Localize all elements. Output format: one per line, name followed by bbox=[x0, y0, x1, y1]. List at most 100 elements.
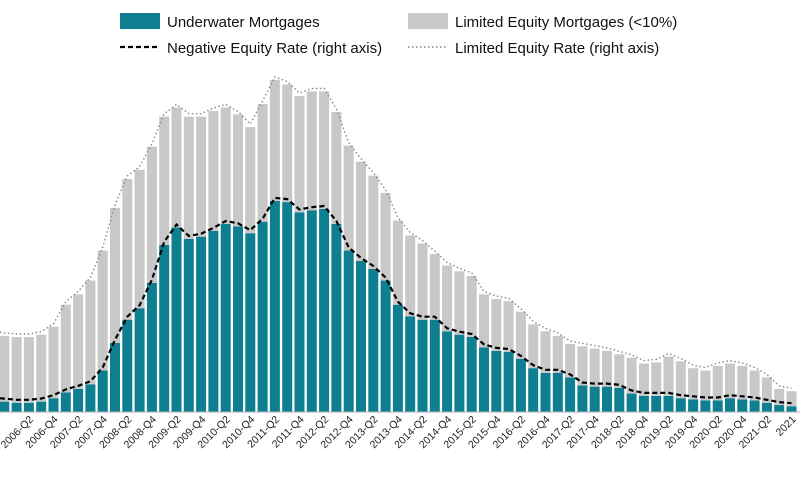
bar-underwater-2013-Q4 bbox=[392, 304, 403, 412]
bar-limited-equity-2006-Q3 bbox=[36, 334, 47, 402]
bar-limited-equity-2015-Q1 bbox=[454, 271, 465, 335]
bar-underwater-2013-Q3 bbox=[380, 280, 391, 412]
bar-limited-equity-2012-Q1 bbox=[306, 91, 317, 211]
bar-underwater-2010-Q4 bbox=[245, 233, 256, 412]
legend-swatch-limited-equity bbox=[408, 13, 448, 29]
bar-underwater-2013-Q1 bbox=[356, 260, 366, 412]
bar-underwater-2015-Q4 bbox=[491, 350, 502, 412]
bar-limited-equity-2010-Q2 bbox=[220, 107, 231, 224]
bar-limited-equity-2017-Q1 bbox=[552, 335, 563, 373]
bar-limited-equity-2019-Q2 bbox=[663, 356, 674, 396]
bar-underwater-2018-Q4 bbox=[638, 395, 649, 412]
bar-underwater-2013-Q2 bbox=[368, 269, 379, 412]
bar-underwater-2006-Q1 bbox=[11, 402, 22, 412]
bar-underwater-2011-Q4 bbox=[294, 212, 305, 412]
bar-limited-equity-2010-Q4 bbox=[245, 127, 256, 234]
bar-limited-equity-2007-Q2 bbox=[73, 294, 84, 389]
bar-limited-equity-2014-Q1 bbox=[405, 235, 416, 317]
bar-underwater-2019-Q1 bbox=[651, 395, 662, 412]
bar-limited-equity-2014-Q4 bbox=[442, 265, 453, 332]
bar-limited-equity-2019-Q4 bbox=[688, 368, 699, 400]
bar-limited-equity-2006-Q4 bbox=[48, 326, 59, 399]
bar-underwater-2016-Q1 bbox=[503, 352, 514, 412]
bar-underwater-2017-Q3 bbox=[577, 385, 588, 412]
bar-limited-equity-2009-Q3 bbox=[183, 116, 194, 239]
bar-underwater-2009-Q3 bbox=[183, 239, 194, 412]
bar-limited-equity-2015-Q3 bbox=[479, 294, 489, 348]
bar-limited-equity-2014-Q3 bbox=[429, 254, 440, 320]
bar-limited-equity-2020-Q1 bbox=[700, 370, 711, 401]
bar-limited-equity-2021-Q4 bbox=[786, 391, 797, 407]
bar-underwater-2009-Q2 bbox=[171, 227, 182, 412]
bar-underwater-2007-Q2 bbox=[73, 388, 84, 412]
bar-underwater-2012-Q1 bbox=[306, 210, 317, 412]
bar-underwater-2005-Q4 bbox=[0, 401, 10, 412]
legend: Underwater Mortgages Limited Equity Mort… bbox=[120, 13, 677, 57]
bar-underwater-2008-Q2 bbox=[122, 319, 133, 412]
bar-underwater-2019-Q4 bbox=[688, 399, 699, 412]
bar-limited-equity-2013-Q3 bbox=[380, 192, 391, 281]
bar-underwater-2018-Q1 bbox=[602, 386, 612, 412]
bar-underwater-2014-Q1 bbox=[405, 316, 416, 412]
bar-limited-equity-2017-Q4 bbox=[589, 348, 600, 387]
bar-limited-equity-2007-Q4 bbox=[97, 250, 108, 371]
bar-underwater-2017-Q1 bbox=[552, 372, 563, 412]
bar-limited-equity-2007-Q1 bbox=[60, 304, 71, 393]
bar-underwater-2010-Q3 bbox=[233, 226, 243, 412]
bar-limited-equity-2021-Q3 bbox=[774, 388, 785, 405]
bar-underwater-2012-Q4 bbox=[343, 250, 354, 412]
bar-limited-equity-2011-Q4 bbox=[294, 96, 305, 213]
bar-underwater-2021-Q3 bbox=[774, 405, 785, 412]
bar-limited-equity-2005-Q4 bbox=[0, 335, 10, 402]
bar-limited-equity-2018-Q1 bbox=[602, 350, 612, 387]
bar-underwater-2008-Q4 bbox=[146, 282, 157, 412]
bar-underwater-2015-Q2 bbox=[466, 337, 477, 412]
bar-underwater-2016-Q4 bbox=[540, 372, 551, 412]
bar-underwater-2015-Q1 bbox=[454, 334, 465, 412]
legend-swatch-underwater bbox=[120, 13, 160, 29]
bar-limited-equity-2008-Q3 bbox=[134, 169, 145, 309]
bar-limited-equity-2021-Q1 bbox=[749, 370, 760, 401]
bar-underwater-2020-Q2 bbox=[712, 400, 723, 412]
bar-limited-equity-2018-Q3 bbox=[626, 357, 637, 394]
bar-underwater-2008-Q3 bbox=[134, 308, 145, 412]
bar-limited-equity-2015-Q2 bbox=[466, 275, 477, 337]
bar-limited-equity-2011-Q1 bbox=[257, 104, 268, 222]
bar-underwater-2006-Q4 bbox=[48, 398, 59, 412]
bar-limited-equity-2020-Q3 bbox=[725, 363, 735, 399]
bar-underwater-2020-Q1 bbox=[700, 400, 711, 412]
bar-limited-equity-2014-Q2 bbox=[417, 243, 428, 320]
bar-underwater-2008-Q1 bbox=[110, 342, 120, 412]
bar-underwater-2009-Q1 bbox=[159, 244, 170, 412]
bar-limited-equity-2021-Q2 bbox=[761, 377, 772, 403]
bar-underwater-2014-Q4 bbox=[442, 331, 453, 412]
legend-label-underwater: Underwater Mortgages bbox=[167, 14, 320, 31]
bar-limited-equity-2007-Q3 bbox=[85, 280, 96, 385]
bar-limited-equity-2018-Q4 bbox=[638, 363, 649, 396]
bar-underwater-2016-Q2 bbox=[515, 358, 526, 412]
bar-underwater-2016-Q3 bbox=[528, 368, 539, 412]
bar-underwater-2006-Q2 bbox=[23, 402, 34, 412]
bar-limited-equity-2008-Q1 bbox=[110, 207, 120, 343]
plot-area: 2006-Q22006-Q42007-Q22007-Q42008-Q22008-… bbox=[0, 75, 800, 451]
bar-limited-equity-2017-Q3 bbox=[577, 346, 588, 386]
x-tick-label: 2021 bbox=[774, 414, 799, 439]
bar-limited-equity-2009-Q1 bbox=[159, 116, 170, 245]
bar-limited-equity-2011-Q2 bbox=[269, 79, 280, 201]
bar-underwater-2021-Q4 bbox=[786, 406, 797, 412]
bar-limited-equity-2009-Q4 bbox=[196, 116, 207, 237]
bar-limited-equity-2010-Q3 bbox=[233, 114, 243, 227]
bar-underwater-2009-Q4 bbox=[196, 236, 207, 412]
legend-label-limited-equity: Limited Equity Mortgages (<10%) bbox=[455, 14, 677, 31]
bar-underwater-2017-Q2 bbox=[565, 377, 576, 412]
bar-limited-equity-2012-Q2 bbox=[319, 91, 330, 209]
bar-limited-equity-2020-Q2 bbox=[712, 365, 723, 401]
bar-limited-equity-2016-Q3 bbox=[528, 324, 539, 369]
bar-limited-equity-2009-Q2 bbox=[171, 107, 182, 228]
bar-underwater-2010-Q1 bbox=[208, 230, 219, 412]
bar-limited-equity-2016-Q1 bbox=[503, 301, 514, 352]
bar-underwater-2021-Q2 bbox=[761, 402, 772, 412]
bar-underwater-2010-Q2 bbox=[220, 224, 231, 412]
bar-limited-equity-2012-Q4 bbox=[343, 145, 354, 251]
bar-underwater-2011-Q3 bbox=[282, 202, 293, 412]
